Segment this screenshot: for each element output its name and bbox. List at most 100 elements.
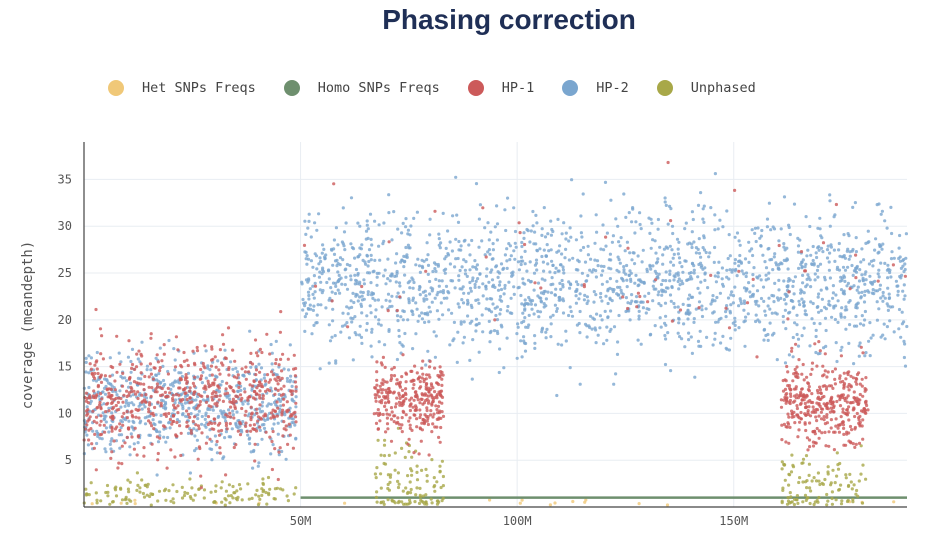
- data-point: [786, 412, 790, 416]
- data-point: [831, 291, 836, 295]
- data-point: [888, 319, 892, 323]
- data-point: [412, 216, 416, 220]
- data-point: [437, 237, 441, 241]
- data-point: [792, 305, 796, 309]
- data-point: [197, 427, 201, 431]
- data-point: [269, 386, 273, 390]
- data-point: [859, 295, 863, 299]
- data-point: [158, 366, 162, 370]
- data-point: [87, 371, 91, 375]
- data-point: [465, 274, 469, 278]
- data-point: [380, 398, 384, 402]
- data-point: [137, 408, 141, 412]
- data-point: [105, 388, 109, 392]
- data-point: [257, 494, 261, 498]
- data-point: [568, 286, 572, 290]
- data-point: [275, 414, 279, 418]
- data-point: [702, 204, 706, 208]
- data-point: [795, 498, 799, 502]
- data-point: [102, 414, 106, 418]
- data-point: [485, 297, 489, 301]
- data-point: [779, 405, 784, 409]
- data-point: [474, 329, 478, 333]
- data-point: [461, 341, 465, 345]
- data-point: [810, 361, 815, 365]
- data-point: [293, 410, 297, 414]
- data-point: [488, 252, 492, 256]
- data-point: [697, 251, 702, 255]
- data-point: [124, 418, 128, 422]
- data-point: [713, 245, 717, 250]
- data-point: [119, 433, 124, 437]
- data-point: [537, 315, 541, 319]
- data-point: [804, 405, 808, 409]
- data-point: [115, 334, 119, 338]
- data-point: [240, 498, 244, 502]
- data-point: [170, 422, 174, 426]
- data-point: [384, 408, 388, 412]
- data-point: [630, 299, 634, 303]
- data-point: [271, 414, 275, 418]
- data-point: [846, 394, 850, 398]
- data-point: [649, 267, 653, 271]
- data-point: [420, 421, 424, 425]
- data-point: [852, 483, 856, 487]
- data-point: [886, 263, 890, 267]
- data-point: [509, 254, 513, 258]
- data-point: [104, 410, 108, 414]
- data-point: [176, 404, 180, 408]
- data-point: [418, 293, 422, 297]
- legend-item-unphased[interactable]: Unphased: [656, 80, 756, 96]
- data-point: [484, 285, 488, 289]
- data-point: [328, 296, 332, 300]
- data-point: [603, 309, 607, 313]
- data-point: [831, 370, 835, 374]
- data-point: [756, 226, 760, 230]
- data-point: [378, 419, 382, 423]
- data-point: [121, 371, 125, 375]
- data-point: [311, 308, 315, 312]
- data-point: [356, 273, 360, 277]
- data-point: [416, 319, 420, 323]
- data-point: [386, 394, 390, 398]
- data-point: [285, 376, 289, 381]
- data-point: [847, 300, 851, 304]
- data-point: [260, 493, 264, 497]
- data-point: [107, 430, 111, 434]
- data-point: [133, 426, 137, 430]
- data-point: [586, 253, 591, 257]
- data-point: [556, 342, 560, 346]
- data-point: [145, 364, 149, 368]
- data-point: [409, 402, 413, 406]
- data-point: [220, 500, 224, 504]
- data-point: [408, 480, 412, 484]
- data-point: [280, 369, 284, 373]
- data-point: [579, 231, 584, 235]
- data-point: [232, 416, 236, 420]
- legend-item-hp1[interactable]: HP-1: [467, 80, 534, 96]
- data-point: [807, 405, 811, 409]
- data-point: [745, 287, 749, 291]
- data-point: [254, 493, 258, 497]
- data-point: [535, 249, 540, 253]
- data-point: [824, 328, 828, 333]
- data-point: [97, 413, 101, 417]
- data-point: [212, 390, 216, 394]
- data-point: [396, 416, 400, 420]
- data-point: [104, 384, 108, 389]
- data-point: [786, 317, 790, 321]
- data-point: [727, 277, 731, 281]
- data-point: [857, 441, 862, 445]
- legend-item-homo-snps[interactable]: Homo SNPs Freqs: [283, 80, 440, 96]
- data-point: [730, 270, 734, 274]
- data-point: [437, 284, 441, 288]
- data-point: [161, 393, 165, 397]
- data-point: [387, 211, 391, 215]
- data-point: [796, 244, 801, 248]
- legend-item-hp2[interactable]: HP-2: [562, 80, 629, 96]
- plot-area[interactable]: [82, 160, 909, 507]
- data-point: [522, 335, 526, 339]
- data-point: [213, 421, 217, 425]
- legend-item-het-snps[interactable]: Het SNPs Freqs: [108, 80, 256, 96]
- data-point: [737, 269, 741, 273]
